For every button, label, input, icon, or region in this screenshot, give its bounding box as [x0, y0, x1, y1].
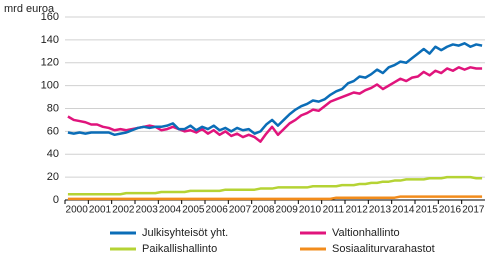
x-tick-label: 2002 — [112, 205, 135, 216]
x-tick-label: 2015 — [416, 205, 439, 216]
y-tick-label: 0 — [53, 194, 59, 206]
x-tick-label: 2006 — [206, 205, 229, 216]
y-axis-label: mrd euroa — [4, 3, 55, 15]
y-tick-label: 160 — [41, 11, 59, 23]
line-series — [67, 195, 483, 201]
x-tick-label: 2010 — [299, 205, 322, 216]
x-tick-label: 2005 — [182, 205, 205, 216]
x-tick-label: 2013 — [369, 205, 392, 216]
x-tick-label: 2007 — [229, 205, 252, 216]
legend-label: Julkisyhteisöt yht. — [142, 227, 228, 239]
y-tick-label: 80 — [47, 102, 59, 114]
line-series — [67, 175, 483, 196]
x-tick-label: 2016 — [439, 205, 462, 216]
y-tick-label: 100 — [41, 80, 59, 92]
x-tick-label: 2008 — [252, 205, 275, 216]
x-tick-label: 2004 — [159, 205, 182, 216]
x-tick-label: 2014 — [392, 205, 415, 216]
y-tick-label: 120 — [41, 57, 59, 69]
y-tick-label: 140 — [41, 34, 59, 46]
line-series — [67, 42, 483, 137]
y-tick-label: 40 — [47, 148, 59, 160]
x-tick-label: 2000 — [66, 205, 89, 216]
legend-label: Paikallishallinto — [142, 243, 217, 255]
y-tick-label: 60 — [47, 125, 59, 137]
legend-label: Valtionhallinto — [332, 227, 400, 239]
x-tick-label: 2003 — [136, 205, 159, 216]
x-tick-label: 2009 — [276, 205, 299, 216]
legend-label: Sosiaaliturvarahastot — [332, 243, 435, 255]
x-tick-label: 2012 — [346, 205, 369, 216]
x-tick-label: 2011 — [323, 205, 345, 216]
x-tick-label: 2001 — [89, 205, 112, 216]
y-tick-label: 20 — [47, 171, 59, 183]
x-tick-label: 2017 — [462, 205, 485, 216]
